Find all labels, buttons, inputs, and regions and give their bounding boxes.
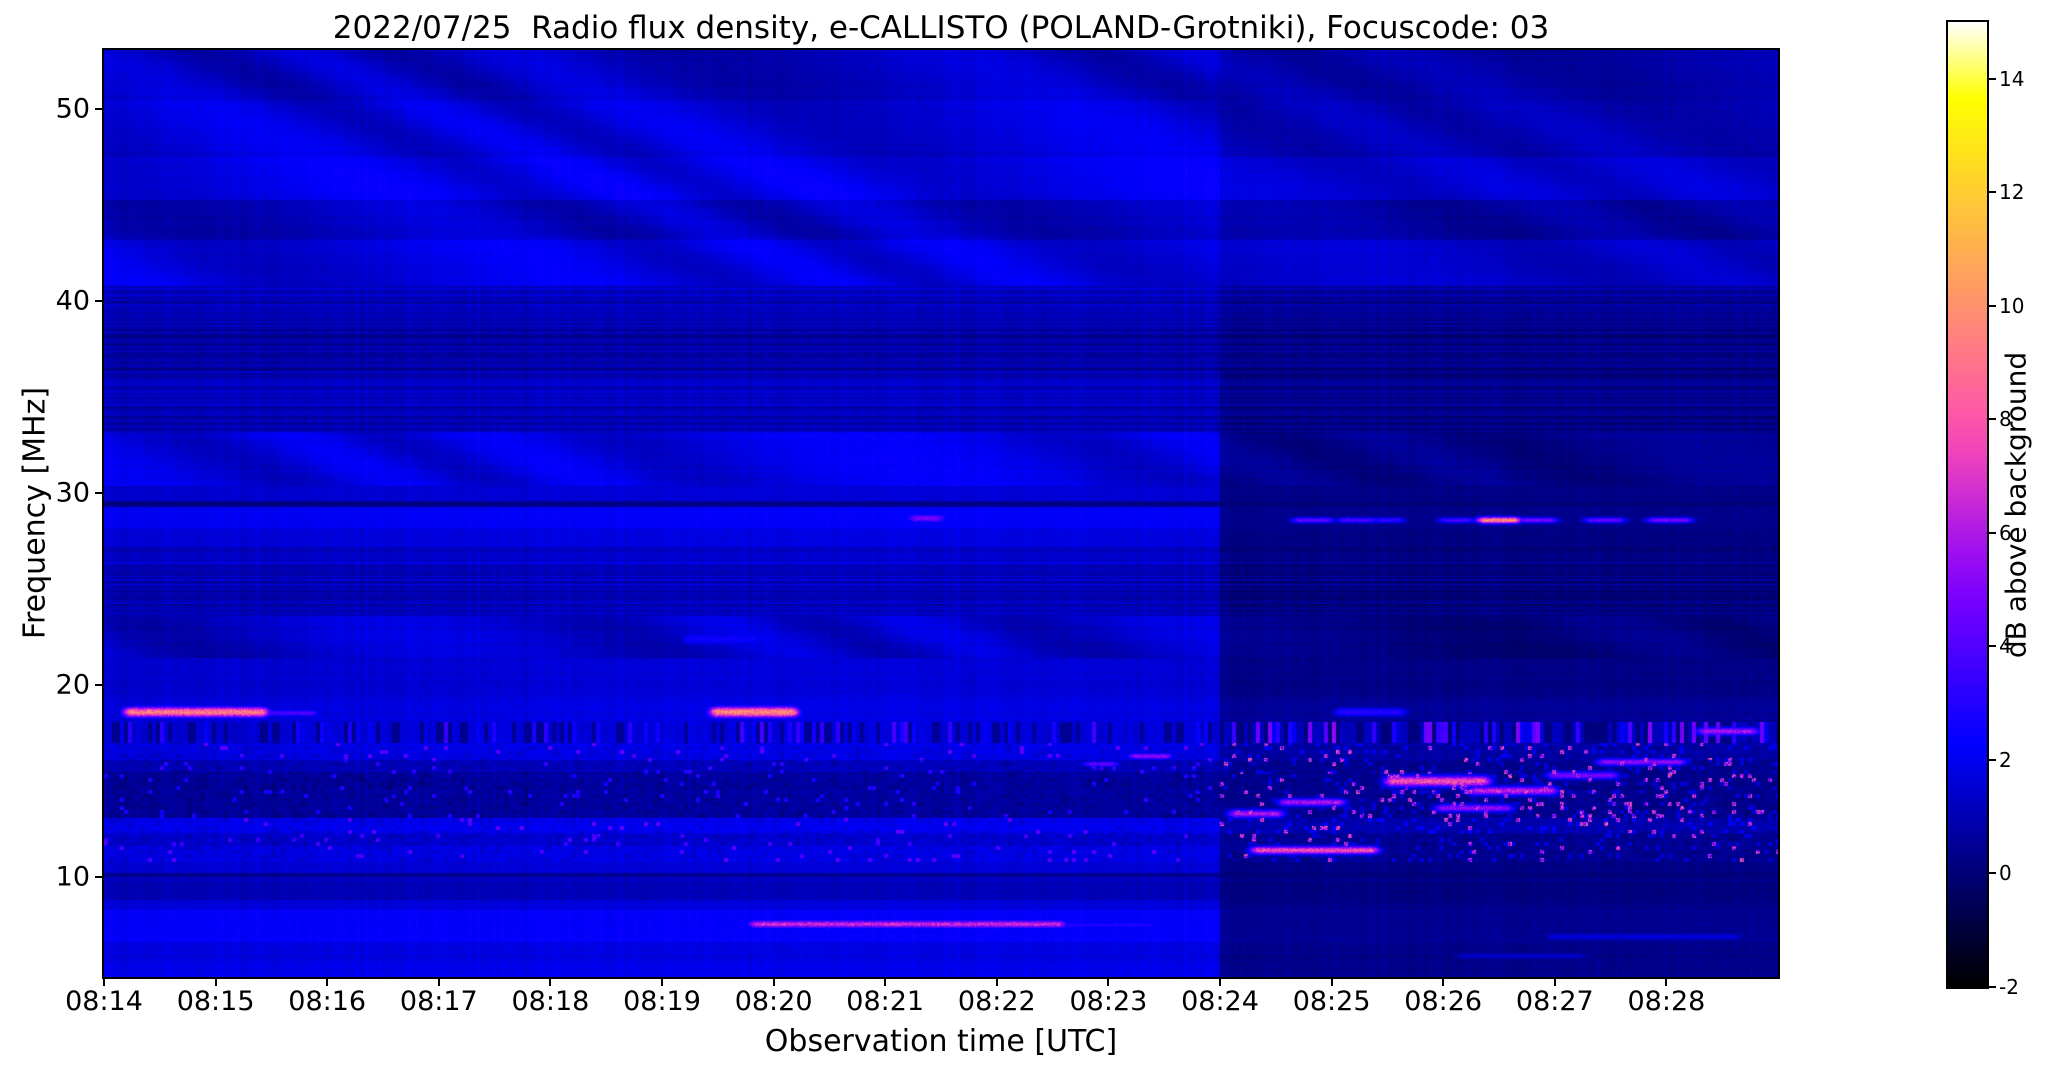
x-tick-label: 08:14 xyxy=(65,986,143,1017)
y-tick-label: 30 xyxy=(55,477,90,509)
x-tick-label: 08:21 xyxy=(846,986,925,1017)
y-tick-mark xyxy=(95,492,102,495)
colorbar-tick-label: 6 xyxy=(1999,520,2012,545)
x-tick-mark xyxy=(772,979,775,986)
x-tick-mark xyxy=(103,979,105,986)
x-tick-mark xyxy=(437,979,440,986)
colorbar-tick-label: 12 xyxy=(1999,180,2025,205)
colorbar-tick-mark xyxy=(1989,758,1996,761)
x-tick-label: 08:16 xyxy=(288,986,367,1017)
colorbar-tick-mark xyxy=(1989,986,1996,988)
x-tick-mark xyxy=(326,979,329,986)
x-axis-label: Observation time [UTC] xyxy=(764,1024,1118,1059)
colorbar-tick-mark xyxy=(1989,77,1996,80)
y-axis-label: Frequency [MHz] xyxy=(17,386,53,640)
x-tick-mark xyxy=(214,979,217,986)
colorbar-tick-label: 4 xyxy=(1999,634,2012,659)
colorbar-tick-mark xyxy=(1989,191,1996,194)
x-tick-label: 08:18 xyxy=(511,986,590,1017)
colorbar-tick-mark xyxy=(1989,304,1996,307)
x-tick-label: 08:17 xyxy=(399,986,478,1017)
colorbar-tick-mark xyxy=(1989,531,1996,534)
colorbar-tick-label: 2 xyxy=(1999,747,2012,772)
x-tick-label: 08:15 xyxy=(176,986,255,1017)
y-tick-label: 10 xyxy=(55,861,90,893)
x-tick-mark xyxy=(1665,979,1668,986)
colorbar-tick-label: 14 xyxy=(1999,66,2025,91)
x-tick-label: 08:25 xyxy=(1292,986,1371,1017)
y-tick-mark xyxy=(95,876,102,879)
colorbar-tick-label: 10 xyxy=(1999,293,2025,318)
x-tick-mark xyxy=(1330,979,1333,986)
x-tick-label: 08:24 xyxy=(1181,986,1259,1017)
y-tick-mark xyxy=(95,684,102,687)
chart-title: 2022/07/25 Radio flux density, e-CALLIST… xyxy=(332,10,1550,46)
x-tick-mark xyxy=(1442,979,1445,986)
x-tick-mark xyxy=(661,979,663,986)
x-tick-label: 08:28 xyxy=(1627,986,1706,1017)
colorbar-tick-label: -2 xyxy=(1999,975,2019,999)
x-tick-label: 08:19 xyxy=(623,986,701,1017)
x-tick-mark xyxy=(884,979,887,986)
x-tick-mark xyxy=(1219,979,1221,986)
x-tick-mark xyxy=(549,979,552,986)
x-tick-mark xyxy=(1553,979,1556,986)
colorbar-label: dB above background xyxy=(1999,351,2033,659)
x-tick-label: 08:20 xyxy=(734,986,813,1017)
colorbar-tick-label: 8 xyxy=(1999,407,2012,432)
y-tick-label: 20 xyxy=(55,669,90,701)
x-tick-label: 08:26 xyxy=(1404,986,1483,1017)
x-tick-label: 08:27 xyxy=(1515,986,1594,1017)
y-tick-mark xyxy=(95,108,102,111)
spectrogram-canvas xyxy=(104,50,1778,977)
x-tick-mark xyxy=(1107,979,1110,986)
colorbar-tick-mark xyxy=(1989,418,1996,421)
colorbar xyxy=(1946,20,1989,989)
y-tick-label: 40 xyxy=(55,285,90,317)
x-tick-mark xyxy=(995,979,998,986)
y-tick-label: 50 xyxy=(55,93,90,125)
x-tick-label: 08:23 xyxy=(1069,986,1148,1017)
colorbar-tick-mark xyxy=(1989,872,1996,875)
y-tick-mark xyxy=(95,300,102,303)
x-tick-label: 08:22 xyxy=(957,986,1036,1017)
plot-area xyxy=(102,48,1780,979)
colorbar-tick-label: 0 xyxy=(1999,861,2012,886)
colorbar-canvas xyxy=(1948,22,1987,987)
colorbar-tick-mark xyxy=(1989,645,1996,648)
